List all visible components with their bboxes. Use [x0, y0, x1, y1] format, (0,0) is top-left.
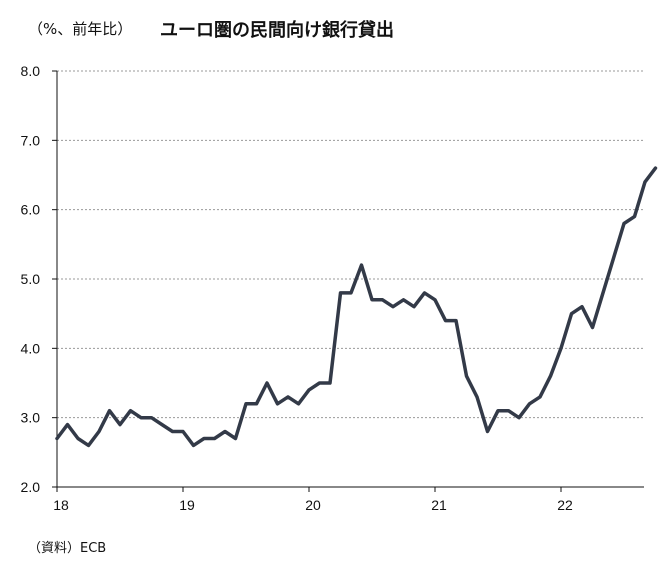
- y-tick-label: 4.0: [21, 340, 41, 356]
- source-note: （資料）ECB: [28, 541, 107, 556]
- y-tick-label: 2.0: [21, 479, 41, 495]
- x-tick-label: 21: [431, 497, 447, 513]
- x-tick-labels: 18 19 20 21 22: [53, 497, 573, 513]
- axes: [52, 70, 644, 492]
- x-tick-label: 19: [179, 497, 195, 513]
- y-axis-unit-label: （%、前年比）: [28, 20, 133, 38]
- y-tick-label: 8.0: [21, 63, 41, 79]
- y-tick-label: 5.0: [21, 271, 41, 287]
- chart-title: ユーロ圏の民間向け銀行貸出: [160, 20, 394, 41]
- gridlines: [57, 70, 644, 419]
- x-tick-label: 20: [305, 497, 321, 513]
- x-tick-label: 18: [53, 497, 69, 513]
- x-tick-label: 22: [557, 497, 573, 513]
- y-tick-labels: 2.0 3.0 4.0 5.0 6.0 7.0 8.0: [21, 63, 41, 495]
- y-tick-label: 3.0: [21, 410, 41, 426]
- y-tick-label: 6.0: [21, 202, 41, 218]
- y-tick-label: 7.0: [21, 132, 41, 148]
- series-line-loans: [55, 166, 658, 448]
